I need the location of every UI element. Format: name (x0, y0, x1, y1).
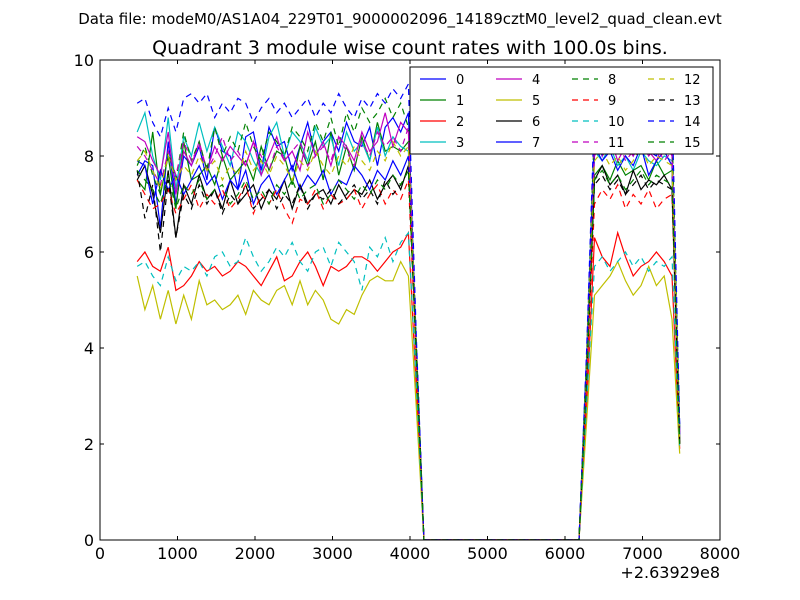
x-offset-label: +2.63929e8 (620, 563, 720, 582)
x-tick-label: 1000 (157, 544, 198, 563)
series-line-10 (136, 231, 681, 540)
series-line-5 (136, 260, 681, 540)
y-tick-label: 10 (74, 51, 94, 70)
chart-title: Quadrant 3 module wise count rates with … (152, 37, 668, 59)
legend-label-9: 9 (608, 94, 616, 109)
legend-label-14: 14 (684, 115, 701, 130)
legend-label-0: 0 (456, 73, 464, 88)
legend-label-2: 2 (456, 115, 464, 130)
x-tick-label: 7000 (622, 544, 663, 563)
legend-label-6: 6 (532, 115, 540, 130)
x-tick-label: 6000 (545, 544, 586, 563)
x-tick-label: 4000 (390, 544, 431, 563)
figure-suptitle: Data file: modeM0/AS1A04_229T01_90000020… (78, 10, 722, 29)
legend-label-12: 12 (684, 73, 701, 88)
x-tick-label: 2000 (235, 544, 276, 563)
series-line-15 (136, 168, 681, 540)
legend-label-10: 10 (608, 115, 625, 130)
series-line-14 (136, 81, 681, 540)
x-tick-label: 5000 (467, 544, 508, 563)
legend-box (409, 66, 714, 155)
legend-label-3: 3 (456, 136, 464, 151)
series-line-9 (136, 179, 681, 540)
y-tick-label: 0 (84, 531, 94, 550)
y-tick-label: 2 (84, 435, 94, 454)
y-tick-label: 8 (84, 147, 94, 166)
x-tick-label: 3000 (312, 544, 353, 563)
legend-label-11: 11 (608, 136, 625, 151)
legend-label-1: 1 (456, 94, 464, 109)
x-tick-label: 0 (95, 544, 105, 563)
plot-area (136, 81, 681, 540)
series-line-12 (136, 140, 681, 540)
legend-label-13: 13 (684, 94, 701, 109)
x-tick-label: 8000 (700, 544, 741, 563)
y-tick-label: 6 (84, 243, 94, 262)
legend-label-8: 8 (608, 73, 616, 88)
legend-label-5: 5 (532, 94, 540, 109)
legend-label-7: 7 (532, 136, 540, 151)
legend-label-15: 15 (684, 136, 701, 151)
y-tick-label: 4 (84, 339, 94, 358)
legend-label-4: 4 (532, 73, 540, 88)
